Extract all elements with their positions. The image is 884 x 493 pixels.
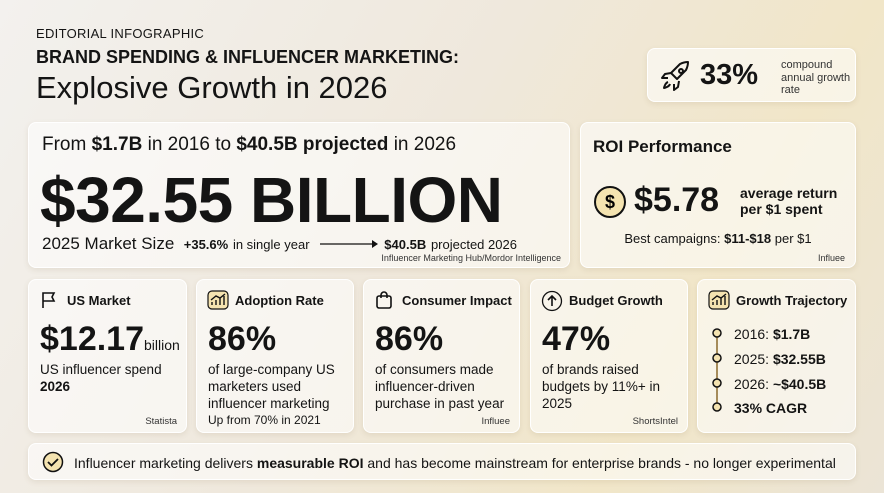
kicker: EDITORIAL INFOGRAPHIC — [36, 26, 205, 41]
arrow — [320, 240, 379, 248]
text: 2016: — [734, 326, 770, 342]
text: ~$40.5B — [772, 376, 827, 392]
cagr-badge: 33% compound annual growth rate — [647, 48, 856, 102]
card-title: Consumer Impact — [402, 293, 512, 308]
source: Statista — [145, 416, 177, 427]
cagr-value: 33% — [700, 59, 759, 91]
card-value: 47% — [542, 320, 611, 358]
subtitle: Explosive Growth in 2026 — [36, 70, 388, 105]
footer: Influencer marketing delivers measurable… — [28, 443, 856, 480]
growth: +35.6% — [183, 237, 229, 252]
roi-desc: average return per $1 spent — [740, 185, 838, 217]
card-value: $12.17billion — [40, 320, 180, 359]
svg-text:$: $ — [605, 192, 615, 212]
card-value: 86% — [375, 320, 444, 358]
text: Best campaigns: — [624, 231, 721, 246]
text: From — [42, 134, 87, 155]
market-row: 2025 Market Size +35.6% in single year $… — [42, 234, 517, 254]
text: in 2026 — [393, 134, 457, 155]
size-label: 2025 Market Size — [42, 234, 175, 253]
title: BRAND SPENDING & INFLUENCER MARKETING: — [36, 47, 459, 67]
source: Influee — [817, 253, 845, 263]
trajectory-item: 2025: $32.55B — [734, 351, 826, 367]
card-title: Budget Growth — [569, 293, 663, 308]
source: Influencer Marketing Hub/Mordor Intellig… — [381, 253, 561, 263]
cagr-label: compound annual growth rate — [781, 59, 851, 96]
growth-note: in single year — [232, 237, 310, 252]
text: Influencer marketing delivers — [74, 455, 253, 471]
text: $40.5B projected — [236, 134, 389, 155]
card-title: Growth Trajectory — [736, 293, 848, 308]
card-note: Up from 70% in 2021 — [208, 413, 321, 427]
text: US influencer spend — [40, 362, 162, 377]
up-icon — [541, 290, 563, 312]
flag-icon — [42, 292, 56, 308]
text: 2026: — [734, 376, 770, 392]
card-title: US Market — [67, 293, 131, 308]
roi-best: Best campaigns: $11-$18 per $1 — [581, 231, 855, 246]
source: ShortsIntel — [632, 416, 678, 427]
check-icon — [42, 451, 64, 473]
projected: $40.5B — [384, 237, 427, 252]
dollar-icon: $ — [594, 186, 626, 218]
text: $1.7B — [91, 134, 143, 155]
trajectory-card: Growth Trajectory 2016: $1.7B 2025: $32.… — [697, 279, 856, 433]
bag-icon — [376, 291, 392, 309]
text: and has become mainstream for enterprise… — [367, 455, 836, 471]
market-headline: $32.55 BILLION — [40, 164, 503, 236]
consumer-card: Consumer Impact 86% of consumers made in… — [363, 279, 520, 433]
text: per $1 — [774, 231, 812, 246]
text: $12.17 — [40, 320, 144, 358]
card-title: Adoption Rate — [235, 293, 324, 308]
chart-icon — [708, 290, 730, 310]
trajectory-item: 33% CAGR — [734, 400, 808, 416]
market-card: From $1.7B in 2016 to $40.5B projected i… — [28, 122, 570, 268]
unit: billion — [144, 337, 180, 353]
text: measurable ROI — [256, 455, 364, 471]
card-desc: of consumers made influencer-driven purc… — [375, 362, 505, 411]
roi-value: $5.78 — [634, 181, 720, 219]
trajectory-item: 2026: ~$40.5B — [734, 376, 826, 392]
text: in 2016 to — [147, 134, 232, 155]
budget-card: Budget Growth 47% of brands raised budge… — [530, 279, 688, 433]
source: Influee — [481, 416, 510, 427]
timeline — [712, 328, 722, 412]
card-desc: US influencer spend 2026 — [40, 361, 180, 395]
roi-card: ROI Performance $ $5.78 average return p… — [580, 122, 856, 268]
text: $11-$18 — [724, 231, 772, 246]
adoption-card: Adoption Rate 86% of large-company US ma… — [196, 279, 354, 433]
projected-note: projected 2026 — [430, 237, 517, 252]
text: $32.55B — [772, 351, 826, 367]
trajectory-item: 2016: $1.7B — [734, 326, 810, 342]
card-value: 86% — [208, 320, 277, 358]
footer-text: Influencer marketing delivers measurable… — [74, 455, 836, 471]
text: $1.7B — [772, 326, 811, 342]
roi-title: ROI Performance — [593, 137, 732, 156]
market-lead: From $1.7B in 2016 to $40.5B projected i… — [42, 134, 456, 156]
us-market-card: US Market $12.17billion US influencer sp… — [28, 279, 187, 433]
text: 2026 — [40, 379, 71, 394]
rocket-icon — [661, 61, 689, 91]
card-desc: of brands raised budgets by 11%+ in 2025 — [542, 362, 660, 411]
chart-icon — [207, 290, 229, 310]
card-desc: of large-company US marketers used influ… — [208, 362, 335, 411]
text: 2025: — [734, 351, 770, 367]
